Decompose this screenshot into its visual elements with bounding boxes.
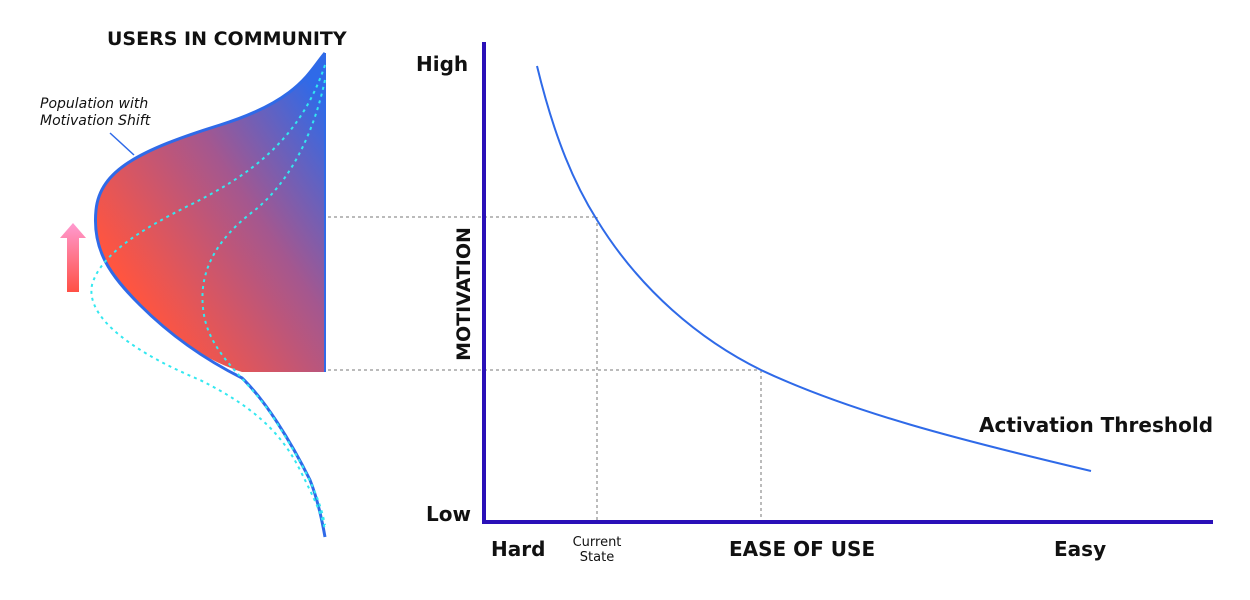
activation-threshold-label: Activation Threshold <box>979 413 1214 437</box>
shifted-curve-outer <box>90 64 326 531</box>
shifted-curve-inner <box>201 79 326 526</box>
y-high-label: High <box>416 52 469 76</box>
upward-shift-arrow-icon <box>60 223 86 292</box>
population-fill-area <box>95 53 325 372</box>
guide-lines <box>262 216 762 522</box>
left-panel-title: USERS IN COMMUNITY <box>107 28 347 50</box>
x-hard-label: Hard <box>491 537 546 561</box>
population-curve <box>93 52 327 538</box>
activation-threshold-curve <box>536 65 1092 472</box>
annotation-leader-line <box>109 132 135 156</box>
x-axis-title: EASE OF USE <box>729 537 876 561</box>
y-axis-title: MOTIVATION <box>453 227 475 361</box>
x-easy-label: Easy <box>1054 537 1107 561</box>
current-state-line1: Current <box>572 535 622 550</box>
current-state-line2: State <box>579 550 615 565</box>
population-annotation-line2: Motivation Shift <box>40 113 151 129</box>
population-annotation: Population with Motivation Shift <box>40 96 150 130</box>
y-low-label: Low <box>426 502 471 526</box>
population-annotation-line1: Population with <box>40 96 149 112</box>
current-state-label: Current State <box>569 535 625 565</box>
